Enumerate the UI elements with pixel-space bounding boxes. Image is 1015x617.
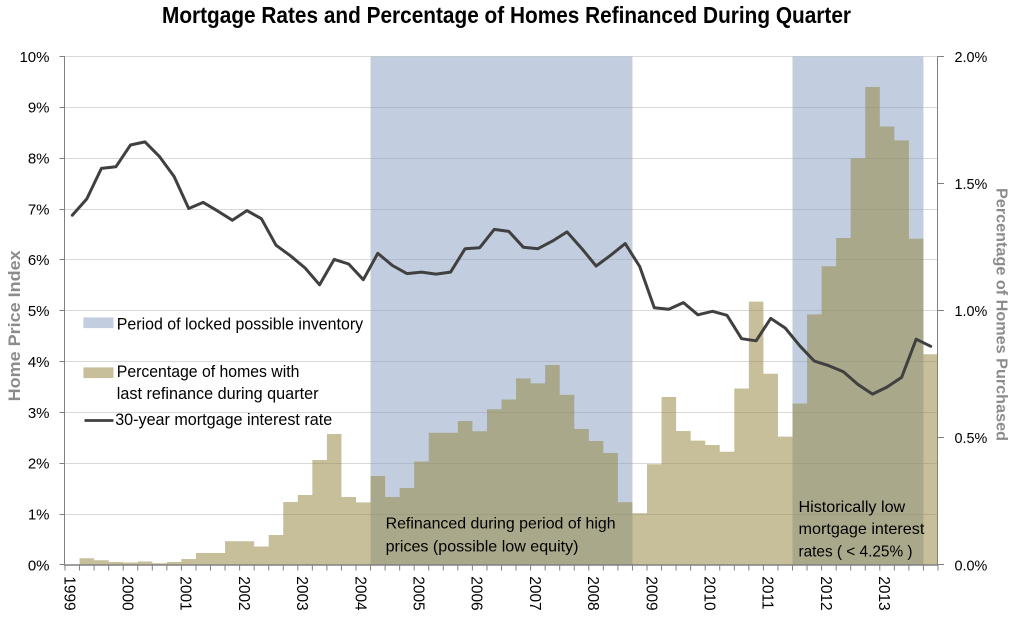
svg-text:30-year mortgage interest rate: 30-year mortgage interest rate xyxy=(115,410,332,429)
svg-text:Percentage of Homes Purchased: Percentage of Homes Purchased xyxy=(993,188,1010,441)
svg-text:4%: 4% xyxy=(28,354,50,371)
svg-text:1999: 1999 xyxy=(60,576,77,610)
svg-text:1.5%: 1.5% xyxy=(955,176,988,193)
svg-text:2012: 2012 xyxy=(817,576,834,610)
svg-text:6%: 6% xyxy=(28,252,50,269)
svg-text:5%: 5% xyxy=(28,303,50,320)
svg-text:1.0%: 1.0% xyxy=(955,303,988,320)
svg-text:Historically low: Historically low xyxy=(799,499,906,516)
svg-text:Mortgage Rates and Percentage: Mortgage Rates and Percentage of Homes R… xyxy=(162,2,851,28)
svg-text:9%: 9% xyxy=(28,100,50,117)
svg-text:Refinanced during period of h: Refinanced during period of high xyxy=(386,516,616,533)
svg-text:0%: 0% xyxy=(28,557,50,574)
svg-text:2003: 2003 xyxy=(293,576,310,610)
svg-text:prices (possible low equity): prices (possible low equity) xyxy=(386,538,579,555)
svg-text:last refinance during quarter: last refinance during quarter xyxy=(117,384,319,403)
svg-text:Home Price Index: Home Price Index xyxy=(5,250,24,402)
svg-text:8%: 8% xyxy=(28,151,50,168)
svg-text:2002: 2002 xyxy=(235,576,252,610)
svg-text:10%: 10% xyxy=(19,49,49,66)
svg-text:2011: 2011 xyxy=(759,576,776,609)
svg-text:2006: 2006 xyxy=(468,576,485,610)
svg-text:2005: 2005 xyxy=(410,576,427,610)
svg-text:2%: 2% xyxy=(28,456,50,473)
svg-text:rates ( < 4.25% ): rates ( < 4.25% ) xyxy=(799,544,913,561)
svg-text:Period of locked possible inve: Period of locked possible inventory xyxy=(117,314,364,333)
svg-text:2007: 2007 xyxy=(526,576,543,610)
svg-text:3%: 3% xyxy=(28,405,50,422)
svg-text:mortgage interest: mortgage interest xyxy=(799,521,925,538)
svg-text:2008: 2008 xyxy=(584,576,601,610)
svg-text:2009: 2009 xyxy=(642,576,659,610)
svg-text:2010: 2010 xyxy=(701,576,718,611)
svg-text:2.0%: 2.0% xyxy=(955,49,988,66)
svg-text:2001: 2001 xyxy=(177,576,194,610)
svg-text:0.0%: 0.0% xyxy=(955,557,988,574)
svg-text:2013: 2013 xyxy=(875,576,892,610)
svg-text:7%: 7% xyxy=(28,201,50,218)
svg-text:2004: 2004 xyxy=(351,576,368,611)
svg-text:Percentage of homes with: Percentage of homes with xyxy=(117,362,300,381)
svg-text:0.5%: 0.5% xyxy=(955,430,988,447)
svg-text:1%: 1% xyxy=(28,507,50,524)
svg-text:2000: 2000 xyxy=(119,576,136,611)
